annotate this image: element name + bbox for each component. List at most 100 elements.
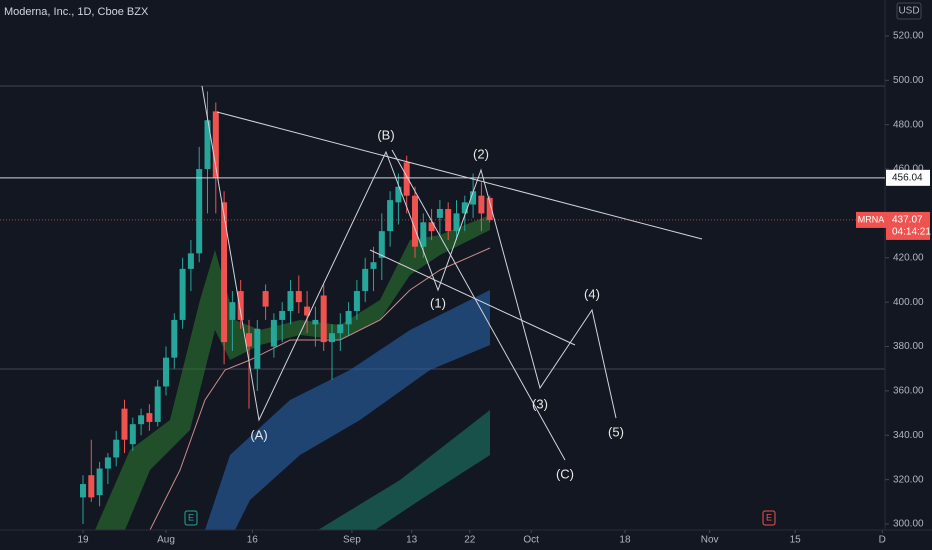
candle-body (96, 468, 103, 496)
candle-body (279, 311, 286, 320)
teal-band (318, 410, 490, 530)
candle-body (320, 295, 327, 343)
x-tick-label: Sep (343, 535, 361, 546)
candle-body (304, 306, 311, 316)
candle-body (163, 357, 169, 387)
candle-body (113, 439, 120, 458)
event-badge (184, 510, 198, 526)
candle-body (129, 424, 136, 445)
candle-body (453, 213, 460, 232)
candle-body (270, 319, 277, 347)
x-tick-label: Nov (701, 535, 719, 546)
last-price-label: 437.07 (892, 215, 923, 226)
candle-body (88, 475, 95, 498)
candle-body (104, 457, 111, 469)
candle-body (395, 186, 402, 203)
candle-body (254, 328, 261, 369)
y-tick-label: 320.00 (893, 474, 924, 485)
candle-body (362, 268, 369, 292)
x-tick-label: 18 (619, 535, 631, 546)
y-tick-label: 420.00 (893, 252, 924, 263)
y-tick-label: 400.00 (893, 297, 924, 308)
y-tick-label: 300.00 (893, 519, 924, 530)
ma-ribbon (95, 215, 490, 530)
event-label: E (766, 512, 772, 522)
x-tick-label: 22 (464, 535, 476, 546)
candle-body (337, 324, 344, 334)
symbol-label: MRNA (858, 214, 885, 224)
candle-body (204, 120, 211, 170)
candle-body (80, 484, 86, 498)
trend-line (216, 111, 703, 240)
wave-label: (5) (608, 424, 624, 439)
candle-body (121, 408, 128, 440)
candle-body (478, 195, 485, 214)
candle-body (287, 291, 294, 312)
y-tick-label: 340.00 (893, 430, 924, 441)
last-price-box (886, 211, 930, 240)
wave-label: (A) (250, 427, 267, 442)
candle-body (179, 268, 186, 320)
candle-body (470, 191, 477, 205)
x-tick-label: Aug (157, 535, 175, 546)
x-tick-label: 15 (790, 535, 802, 546)
candle-body (229, 302, 236, 320)
y-tick-label: 520.00 (893, 31, 924, 42)
wave-label: (B) (377, 127, 394, 142)
candle-body (237, 291, 244, 320)
price-line-label: 456.04 (892, 172, 923, 183)
countdown: 04:14:21 (892, 227, 931, 238)
candle-body (171, 319, 178, 358)
x-tick-label: D (879, 535, 886, 546)
candle-body (412, 195, 418, 247)
candle-body (445, 208, 452, 232)
y-tick-label: 360.00 (893, 386, 924, 397)
x-tick-label: 13 (406, 535, 418, 546)
candle-body (212, 111, 219, 178)
ma-line (149, 247, 491, 531)
candle-body (387, 200, 394, 232)
candles (80, 91, 493, 525)
wave-label: (C) (556, 466, 574, 481)
candle-body (403, 162, 410, 196)
event-badge (762, 510, 776, 526)
currency-box (896, 2, 922, 20)
x-tick-label: 16 (247, 535, 259, 546)
candle-body (370, 262, 377, 269)
candle-body (295, 291, 302, 303)
chart-title: Moderna, Inc., 1D, Cboe BZX (4, 6, 149, 18)
y-tick-label: 460.00 (893, 164, 924, 175)
candle-body (486, 197, 493, 221)
candle-body (378, 231, 385, 258)
candle-body (461, 202, 468, 214)
x-tick-label: 19 (77, 535, 89, 546)
wave-line (201, 85, 617, 422)
candle-body (146, 413, 153, 422)
candle-body (345, 311, 352, 325)
y-tick-label: 380.00 (893, 341, 924, 352)
candle-body (436, 208, 443, 218)
symbol-box (856, 211, 886, 228)
candle-body (187, 253, 194, 269)
trend-line (369, 249, 576, 346)
blue-band (205, 290, 490, 530)
candle-body (221, 202, 228, 343)
x-tick-label: Oct (523, 535, 539, 546)
price-line-box (886, 169, 930, 186)
candle-body (420, 222, 427, 247)
y-tick-label: 500.00 (893, 75, 924, 86)
y-tick-label: 480.00 (893, 119, 924, 130)
trend-line (391, 149, 566, 461)
event-label: E (188, 512, 194, 522)
wave-label: (2) (473, 146, 489, 161)
candle-body (138, 415, 145, 425)
wave-label: (1) (430, 295, 446, 310)
candle-body (353, 291, 360, 312)
candle-body (329, 333, 335, 343)
candle-body (312, 319, 319, 325)
candle-body (154, 386, 161, 422)
candle-body (196, 169, 203, 254)
candle-body (262, 291, 269, 307)
candle-body (428, 222, 435, 232)
